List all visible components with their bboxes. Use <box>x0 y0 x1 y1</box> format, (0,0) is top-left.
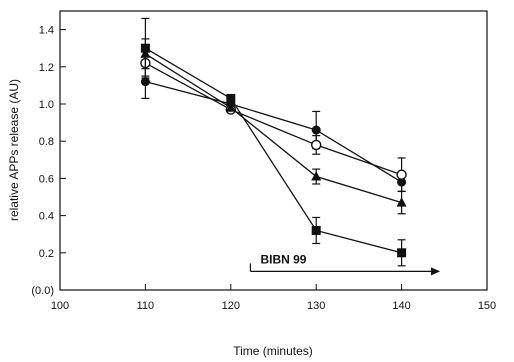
data-point <box>396 169 407 180</box>
y-tick-label: 1.4 <box>39 25 54 37</box>
y-tick-label: 0.8 <box>39 136 54 148</box>
annotation-layer: BIBN 99 <box>249 252 441 276</box>
y-tick-label: 1.0 <box>39 99 54 111</box>
y-tick-label: 0.2 <box>39 248 54 260</box>
x-tick-label: 110 <box>137 300 155 312</box>
y-tick-label: (0.0) <box>31 285 54 297</box>
series-filled-square <box>140 17 407 267</box>
series-filled-circle <box>140 64 407 193</box>
data-point <box>396 197 407 207</box>
data-point <box>397 248 407 258</box>
x-tick-label: 140 <box>392 300 410 312</box>
series-line <box>145 53 402 204</box>
series-filled-triangle <box>140 38 407 215</box>
series-line <box>145 47 402 254</box>
plot-frame <box>59 10 488 291</box>
x-tick-label: 130 <box>307 300 325 312</box>
x-axis: 100 110 120 130 140 150 <box>51 284 496 312</box>
series-line <box>145 81 402 183</box>
y-tick-label: 0.4 <box>39 211 54 223</box>
y-axis: (0.0) 0.2 0.4 0.6 0.8 1.0 1.2 1.4 <box>31 25 66 297</box>
data-point <box>226 93 236 103</box>
x-tick-label: 120 <box>222 300 240 312</box>
data-point <box>311 225 321 235</box>
series-open-circle <box>140 49 407 193</box>
data-point <box>311 139 322 151</box>
data-point <box>140 77 150 87</box>
data-point <box>140 43 150 53</box>
x-tick-label: 100 <box>51 300 69 312</box>
annotation-label: BIBN 99 <box>260 252 306 266</box>
y-tick-label: 0.6 <box>39 173 54 185</box>
series-line <box>145 62 402 176</box>
x-axis-title: Time (minutes) <box>233 344 313 358</box>
annotation-arrowhead <box>431 267 441 276</box>
data-point <box>311 171 322 181</box>
y-tick-label: 1.2 <box>39 62 54 74</box>
y-axis-title: relative APPs release (AU) <box>7 79 21 221</box>
data-point <box>225 102 236 112</box>
data-point <box>311 125 321 135</box>
x-tick-label: 150 <box>478 300 496 312</box>
series-layer <box>140 17 407 267</box>
